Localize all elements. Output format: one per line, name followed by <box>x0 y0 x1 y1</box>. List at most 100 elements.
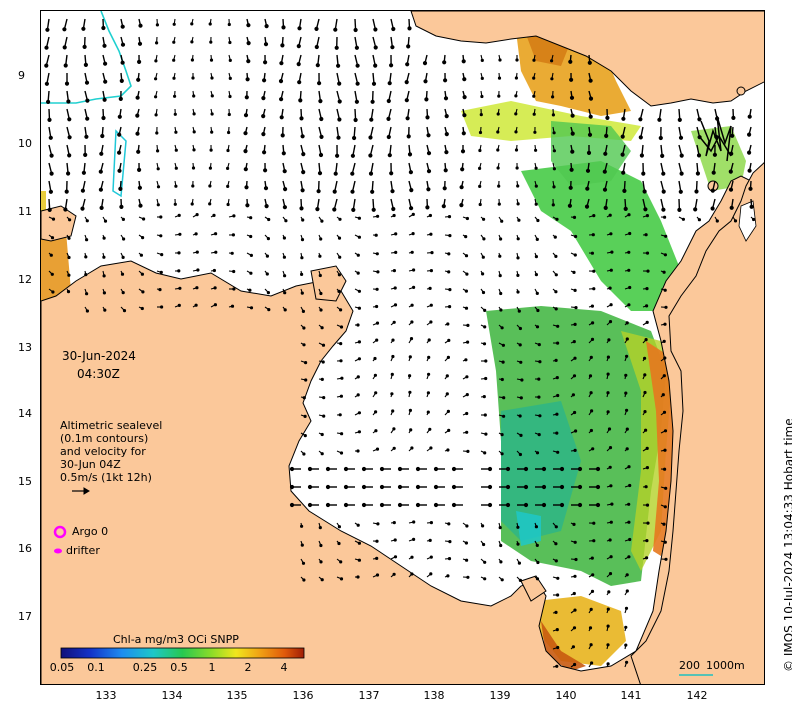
legend-line-3: and velocity for <box>60 445 146 458</box>
velocity-arrow-head <box>715 116 720 121</box>
velocity-arrow-head <box>387 81 392 86</box>
velocity-arrow-head <box>195 286 199 290</box>
velocity-arrow-head <box>502 396 506 400</box>
velocity-arrow-head <box>283 187 288 192</box>
velocity-arrow-head <box>322 414 326 418</box>
velocity-arrow-head <box>357 411 361 415</box>
velocity-arrow-head <box>397 502 403 508</box>
velocity-arrow-head <box>172 22 176 26</box>
argo-label: Argo 0 <box>72 525 109 538</box>
velocity-arrow-head <box>498 58 502 62</box>
velocity-arrow-head <box>177 269 181 273</box>
velocity-arrow-head <box>556 324 560 328</box>
velocity-arrow-head <box>445 374 449 378</box>
velocity-arrow-head <box>554 273 558 277</box>
velocity-arrow-head <box>44 63 49 68</box>
velocity-arrow-head <box>627 303 631 307</box>
velocity-arrow-head <box>555 628 559 632</box>
velocity-arrow-head <box>195 250 199 254</box>
velocity-arrow-head <box>430 251 434 255</box>
velocity-arrow-head <box>605 115 610 121</box>
velocity-arrow-head <box>261 132 266 137</box>
velocity-arrow-head <box>50 236 55 240</box>
velocity-arrow-head <box>267 217 271 222</box>
velocity-arrow-head <box>375 338 379 342</box>
velocity-arrow-head <box>483 451 487 455</box>
velocity-arrow-head <box>448 540 452 544</box>
velocity-arrow-head <box>426 410 430 414</box>
velocity-arrow-head <box>297 26 302 31</box>
velocity-arrow-head <box>625 660 629 664</box>
velocity-arrow-head <box>410 555 414 559</box>
velocity-arrow-head <box>408 408 412 412</box>
velocity-arrow-head <box>573 662 577 667</box>
velocity-arrow-head <box>448 305 452 309</box>
velocity-arrow-head <box>137 167 142 172</box>
velocity-arrow-head <box>415 502 421 508</box>
velocity-arrow-head <box>555 376 559 380</box>
velocity-arrow-head <box>571 393 576 397</box>
velocity-arrow-head <box>210 94 214 98</box>
velocity-arrow-head <box>389 63 394 68</box>
velocity-arrow-head <box>283 274 287 278</box>
velocity-arrow-head <box>83 62 89 68</box>
velocity-arrow-head <box>487 466 493 472</box>
velocity-arrow-head <box>407 26 412 31</box>
velocity-arrow-head <box>103 219 108 223</box>
velocity-arrow-head <box>319 543 323 548</box>
velocity-arrow-head <box>51 217 56 221</box>
velocity-arrow-head <box>228 58 232 63</box>
velocity-arrow-head <box>196 268 200 272</box>
velocity-arrow-head <box>661 207 666 212</box>
velocity-arrow-head <box>555 217 559 221</box>
velocity-arrow-head <box>625 408 629 412</box>
velocity-arrow-head <box>210 130 214 134</box>
colorbar-tick: 4 <box>280 661 288 674</box>
velocity-arrow-head <box>410 446 414 450</box>
velocity-arrow-head <box>554 358 558 362</box>
velocity-arrow-head <box>556 393 560 398</box>
velocity-arrow-head <box>138 23 143 28</box>
velocity-arrow-head <box>299 116 304 121</box>
velocity-arrow-head <box>677 207 682 212</box>
velocity-arrow-head <box>371 81 377 86</box>
map-date: 30-Jun-2024 <box>62 349 136 363</box>
velocity-arrow-head <box>444 114 449 119</box>
lon-tick-140: 140 <box>555 689 577 702</box>
velocity-arrow-head <box>117 114 122 119</box>
colorbar-tick: 0.1 <box>87 661 105 674</box>
velocity-arrow-head <box>518 343 522 347</box>
velocity-arrow-head <box>120 272 125 276</box>
lat-tick-10: 10 <box>18 137 32 150</box>
velocity-arrow-head <box>505 466 511 472</box>
velocity-arrow-head <box>516 237 520 241</box>
velocity-arrow-head <box>339 577 344 581</box>
velocity-arrow-head <box>589 607 593 612</box>
velocity-arrow-head <box>447 428 451 432</box>
velocity-arrow-head <box>85 292 89 296</box>
velocity-arrow-head <box>480 76 484 81</box>
velocity-arrow-head <box>304 361 308 365</box>
velocity-arrow-head <box>322 396 326 400</box>
lat-tick-16: 16 <box>18 542 32 555</box>
velocity-arrow-head <box>710 206 715 211</box>
velocity-arrow-head <box>514 130 518 134</box>
velocity-arrow-head <box>289 502 295 508</box>
velocity-arrow-head <box>483 325 487 329</box>
velocity-arrow-head <box>174 184 178 188</box>
velocity-arrow-head <box>356 323 360 327</box>
velocity-arrow-head <box>662 339 666 343</box>
velocity-arrow-head <box>103 61 108 66</box>
velocity-arrow-head <box>262 150 267 155</box>
velocity-arrow-head <box>643 207 648 212</box>
velocity-arrow-head <box>289 466 295 472</box>
velocity-arrow-head <box>606 355 611 359</box>
velocity-arrow-head <box>422 61 428 66</box>
velocity-arrow-head <box>645 304 649 308</box>
velocity-arrow-head <box>302 326 306 330</box>
velocity-arrow-head <box>606 662 610 666</box>
velocity-arrow-head <box>410 320 414 324</box>
velocity-arrow-head <box>68 218 72 222</box>
velocity-arrow-head <box>443 78 448 83</box>
drifter-tracks <box>698 115 732 162</box>
